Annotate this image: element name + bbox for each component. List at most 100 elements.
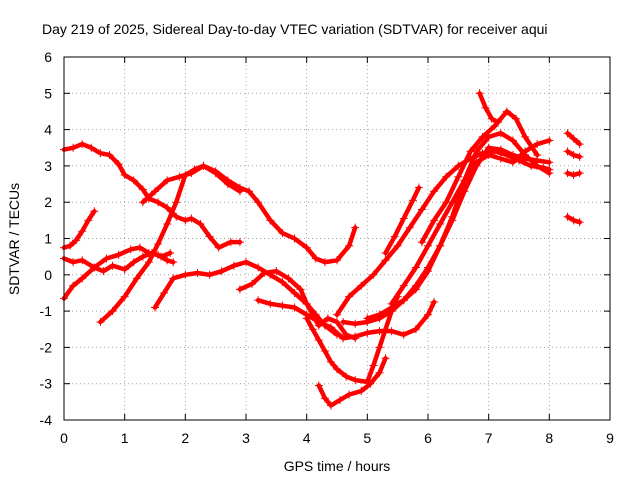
data-point [475, 89, 484, 98]
chart-title: Day 219 of 2025, Sidereal Day-to-day VTE… [42, 21, 548, 37]
data-point [151, 303, 159, 312]
data-point [314, 317, 323, 326]
data-point [166, 249, 175, 258]
series-line [140, 163, 358, 265]
data-point [120, 170, 129, 179]
data-point [163, 203, 172, 212]
data-point [172, 212, 181, 221]
data-point [417, 205, 426, 214]
x-tick-label: 2 [181, 430, 189, 446]
data-point [345, 292, 354, 301]
x-tick-label: 0 [60, 430, 68, 446]
x-tick-label: 5 [363, 430, 371, 446]
data-point [417, 238, 426, 247]
data-point [223, 176, 232, 185]
data-point [442, 172, 451, 181]
series-layer [60, 89, 584, 410]
data-point [493, 118, 502, 127]
data-point [405, 223, 414, 232]
data-point [129, 258, 138, 267]
data-point [533, 140, 542, 149]
data-point [569, 216, 578, 225]
data-point [357, 386, 366, 395]
data-point [242, 258, 250, 267]
data-point [69, 143, 78, 152]
data-point [302, 299, 311, 308]
data-point [114, 160, 123, 169]
data-point [369, 361, 378, 370]
data-point [399, 281, 408, 290]
data-point [375, 327, 384, 336]
ticks: 0 1 2 3 4 5 6 7 8 9 -4 -3 -2 -1 0 1 2 3 4 5 6 [40, 49, 615, 446]
data-point [260, 268, 269, 277]
data-point [290, 303, 299, 312]
y-tick-label: 5 [44, 85, 52, 101]
data-point [575, 152, 584, 161]
data-point [363, 314, 372, 323]
data-point [430, 216, 439, 225]
data-point [345, 241, 354, 250]
data-point [533, 151, 542, 160]
series-s22 [563, 212, 584, 227]
data-point [569, 134, 578, 143]
data-point [508, 136, 517, 145]
data-point [351, 376, 360, 385]
data-point [126, 245, 135, 254]
data-point [569, 151, 578, 160]
data-point [154, 250, 163, 259]
x-axis-label: GPS time / hours [284, 458, 391, 474]
data-point [135, 243, 144, 252]
data-point [393, 241, 402, 250]
y-tick-label: 6 [44, 49, 52, 65]
series-s16 [417, 107, 542, 247]
data-point [311, 254, 320, 263]
data-point [120, 292, 129, 301]
data-point [138, 185, 147, 194]
data-point [342, 372, 351, 381]
data-point [381, 249, 390, 258]
y-tick-label: -1 [40, 303, 53, 319]
data-point [199, 161, 208, 170]
data-point [478, 132, 487, 141]
series-line [255, 297, 437, 341]
data-point [235, 183, 244, 192]
data-point [78, 227, 87, 236]
data-point [496, 154, 505, 163]
y-tick-label: 0 [44, 267, 52, 283]
data-point [302, 243, 311, 252]
data-point [381, 256, 390, 265]
x-tick-label: 8 [545, 430, 553, 446]
data-point [284, 274, 293, 283]
data-point [96, 317, 105, 326]
series-s11 [314, 354, 390, 410]
data-point [545, 158, 554, 167]
data-point [345, 390, 354, 399]
data-point [336, 396, 345, 405]
data-point [424, 241, 432, 250]
data-point [175, 172, 184, 181]
data-point [496, 145, 505, 154]
data-point [339, 317, 348, 326]
data-point [163, 176, 172, 185]
data-point [187, 169, 196, 178]
data-point [205, 232, 214, 241]
data-point [154, 239, 163, 248]
x-tick-label: 9 [606, 430, 614, 446]
x-tick-label: 7 [485, 430, 493, 446]
data-point [351, 319, 360, 328]
y-axis-label: SDTVAR / TECUs [6, 183, 22, 295]
data-point [323, 314, 332, 323]
x-tick-label: 6 [424, 430, 432, 446]
data-point [69, 258, 78, 267]
y-tick-label: 1 [44, 231, 52, 247]
data-point [211, 167, 220, 176]
data-point [290, 288, 299, 297]
data-point [266, 299, 275, 308]
data-point [254, 198, 263, 207]
data-point [387, 327, 396, 336]
data-point [545, 169, 554, 178]
data-point [399, 296, 408, 305]
data-point [90, 263, 99, 272]
data-point [411, 325, 420, 334]
